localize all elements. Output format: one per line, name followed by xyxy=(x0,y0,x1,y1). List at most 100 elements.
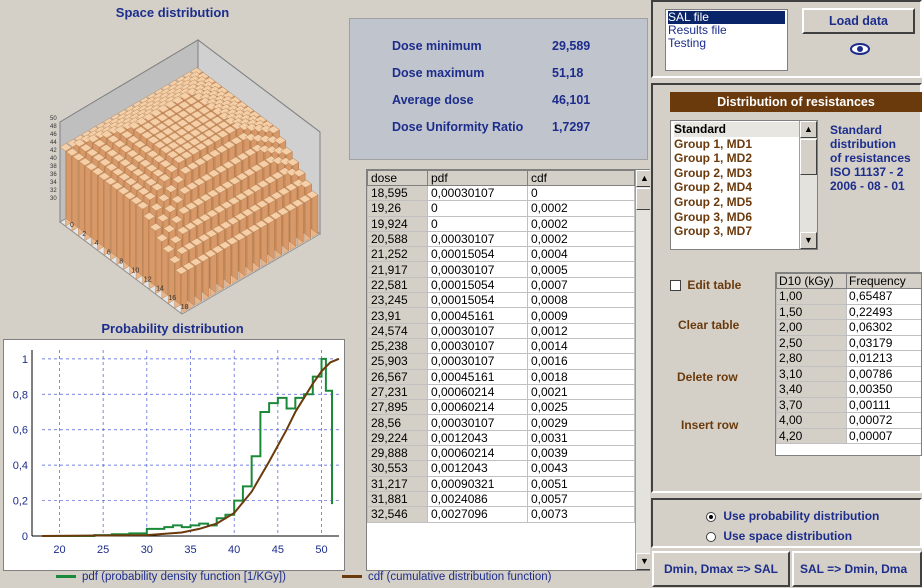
table-cell[interactable]: 0,00060214 xyxy=(427,445,528,462)
table-cell[interactable]: 0,00030107 xyxy=(427,322,528,339)
file-list-item[interactable]: Results file xyxy=(668,23,727,37)
freq-cell[interactable]: 0,00786 xyxy=(846,365,921,382)
table-row[interactable]: 25,903 0,00030107 0,0016 xyxy=(367,353,635,370)
table-cell[interactable]: 0,00030107 xyxy=(427,230,528,248)
table-cell[interactable]: 0,0009 xyxy=(527,307,635,324)
col-pdf[interactable]: pdf xyxy=(427,170,528,186)
table-cell[interactable]: 0,00030107 xyxy=(427,184,528,202)
table-cell[interactable]: 0,0002 xyxy=(527,230,635,248)
radio-probability[interactable] xyxy=(706,511,716,522)
table-cell[interactable]: 0,0002 xyxy=(527,200,635,217)
table-cell[interactable]: 0,0012043 xyxy=(427,429,528,447)
table-row[interactable]: 20,588 0,00030107 0,0002 xyxy=(367,230,635,248)
table-cell[interactable]: 25,903 xyxy=(367,353,428,370)
freq-row[interactable]: 2,80 0,01213 xyxy=(776,350,921,367)
table-cell[interactable]: 0,00090321 xyxy=(427,475,528,492)
table-cell[interactable]: 0,0031 xyxy=(527,429,635,447)
col-d10[interactable]: D10 (kGy) xyxy=(776,273,847,289)
edit-table-checkbox[interactable]: Edit table xyxy=(670,278,741,292)
table-cell[interactable]: 0,0012 xyxy=(527,322,635,339)
table-cell[interactable]: 0,00060214 xyxy=(427,399,528,416)
dist-scroll-thumb[interactable] xyxy=(800,139,817,175)
table-cell[interactable]: 0,0024086 xyxy=(427,490,528,508)
table-row[interactable]: 24,574 0,00030107 0,0012 xyxy=(367,322,635,339)
freq-cell[interactable]: 2,00 xyxy=(776,319,847,336)
table-cell[interactable]: 0,00030107 xyxy=(427,261,528,278)
table-cell[interactable]: 0,0073 xyxy=(527,506,635,523)
table-cell[interactable]: 0,0005 xyxy=(527,261,635,278)
table-cell[interactable]: 0,0004 xyxy=(527,246,635,263)
table-cell[interactable]: 0,0002 xyxy=(527,215,635,232)
freq-row[interactable]: 2,50 0,03179 xyxy=(776,334,921,351)
table-cell[interactable]: 0,0021 xyxy=(527,383,635,401)
table-row[interactable]: 19,924 0 0,0002 xyxy=(367,215,635,232)
freq-row[interactable]: 1,50 0,22493 xyxy=(776,303,921,320)
table-cell[interactable]: 0,00030107 xyxy=(427,337,528,355)
table-cell[interactable]: 0,0008 xyxy=(527,292,635,309)
table-cell[interactable]: 0,0027096 xyxy=(427,506,528,523)
table-row[interactable]: 18,595 0,00030107 0 xyxy=(367,184,635,202)
table-cell[interactable]: 0,00045161 xyxy=(427,307,528,324)
table-row[interactable]: 23,91 0,00045161 0,0009 xyxy=(367,307,635,324)
table-cell[interactable]: 31,217 xyxy=(367,475,428,492)
freq-cell[interactable]: 0,00350 xyxy=(846,381,921,398)
freq-row[interactable]: 3,40 0,00350 xyxy=(776,381,921,398)
table-cell[interactable]: 0 xyxy=(527,184,635,202)
table-cell[interactable]: 0 xyxy=(427,200,528,217)
freq-row[interactable]: 2,00 0,06302 xyxy=(776,319,921,336)
freq-row[interactable]: 4,20 0,00007 xyxy=(776,427,921,444)
table-row[interactable]: 31,217 0,00090321 0,0051 xyxy=(367,475,635,492)
freq-row[interactable]: 3,10 0,00786 xyxy=(776,365,921,382)
freq-cell[interactable]: 0,01213 xyxy=(846,350,921,367)
freq-cell[interactable]: 0,00007 xyxy=(846,427,921,444)
dose-table[interactable]: dose pdf cdf 18,595 0,00030107 0 19,26 0 0,00… xyxy=(366,169,654,571)
table-cell[interactable]: 31,881 xyxy=(367,490,428,508)
table-cell[interactable]: 0,0029 xyxy=(527,414,635,431)
insert-row-button[interactable]: Insert row xyxy=(681,418,739,432)
table-row[interactable]: 30,553 0,0012043 0,0043 xyxy=(367,460,635,477)
table-cell[interactable]: 0,00030107 xyxy=(427,353,528,370)
table-cell[interactable]: 23,245 xyxy=(367,292,428,309)
table-row[interactable]: 19,26 0 0,0002 xyxy=(367,200,635,217)
distribution-listbox[interactable]: Standard Group 1, MD1 Group 1, MD2 Group 2,… xyxy=(670,120,818,250)
freq-cell[interactable]: 1,00 xyxy=(776,288,847,305)
opt-space[interactable]: Use space distribution xyxy=(706,529,852,543)
table-cell[interactable]: 20,588 xyxy=(367,230,428,248)
freq-cell[interactable]: 0,22493 xyxy=(846,303,921,320)
table-row[interactable]: 22,581 0,00015054 0,0007 xyxy=(367,276,635,294)
table-cell[interactable]: 0,0039 xyxy=(527,445,635,462)
distribution-list-item[interactable]: Group 1, MD2 xyxy=(674,151,753,166)
table-cell[interactable]: 27,895 xyxy=(367,399,428,416)
freq-cell[interactable]: 3,10 xyxy=(776,365,847,382)
distribution-scrollbar[interactable]: ▲ ▼ xyxy=(799,121,817,249)
table-cell[interactable]: 0,0025 xyxy=(527,399,635,416)
freq-row[interactable]: 3,70 0,00111 xyxy=(776,396,921,413)
dist-scroll-down-icon[interactable]: ▼ xyxy=(800,232,817,249)
table-cell[interactable]: 0,0007 xyxy=(527,276,635,294)
table-row[interactable]: 29,224 0,0012043 0,0031 xyxy=(367,429,635,447)
table-row[interactable]: 32,546 0,0027096 0,0073 xyxy=(367,506,635,523)
file-list-item[interactable]: SAL file xyxy=(668,11,785,24)
table-cell[interactable]: 28,56 xyxy=(367,414,428,431)
freq-cell[interactable]: 0,06302 xyxy=(846,319,921,336)
freq-cell[interactable]: 0,03179 xyxy=(846,334,921,351)
file-listbox[interactable]: SAL file Results file Testing xyxy=(665,9,788,71)
table-row[interactable]: 25,238 0,00030107 0,0014 xyxy=(367,337,635,355)
freq-cell[interactable]: 3,40 xyxy=(776,381,847,398)
table-cell[interactable]: 0,0012043 xyxy=(427,460,528,477)
table-cell[interactable]: 0,0051 xyxy=(527,475,635,492)
table-cell[interactable]: 0 xyxy=(427,215,528,232)
table-cell[interactable]: 0,00060214 xyxy=(427,383,528,401)
table-cell[interactable]: 21,252 xyxy=(367,246,428,263)
freq-row[interactable]: 4,00 0,00072 xyxy=(776,412,921,429)
freq-cell[interactable]: 1,50 xyxy=(776,303,847,320)
table-row[interactable]: 26,567 0,00045161 0,0018 xyxy=(367,368,635,385)
table-cell[interactable]: 0,00015054 xyxy=(427,292,528,309)
table-row[interactable]: 27,895 0,00060214 0,0025 xyxy=(367,399,635,416)
table-cell[interactable]: 32,546 xyxy=(367,506,428,523)
freq-row[interactable]: 1,00 0,65487 xyxy=(776,288,921,305)
col-cdf[interactable]: cdf xyxy=(527,170,635,186)
table-cell[interactable]: 27,231 xyxy=(367,383,428,401)
table-row[interactable]: 29,888 0,00060214 0,0039 xyxy=(367,445,635,462)
col-frequency[interactable]: Frequency xyxy=(846,273,921,289)
